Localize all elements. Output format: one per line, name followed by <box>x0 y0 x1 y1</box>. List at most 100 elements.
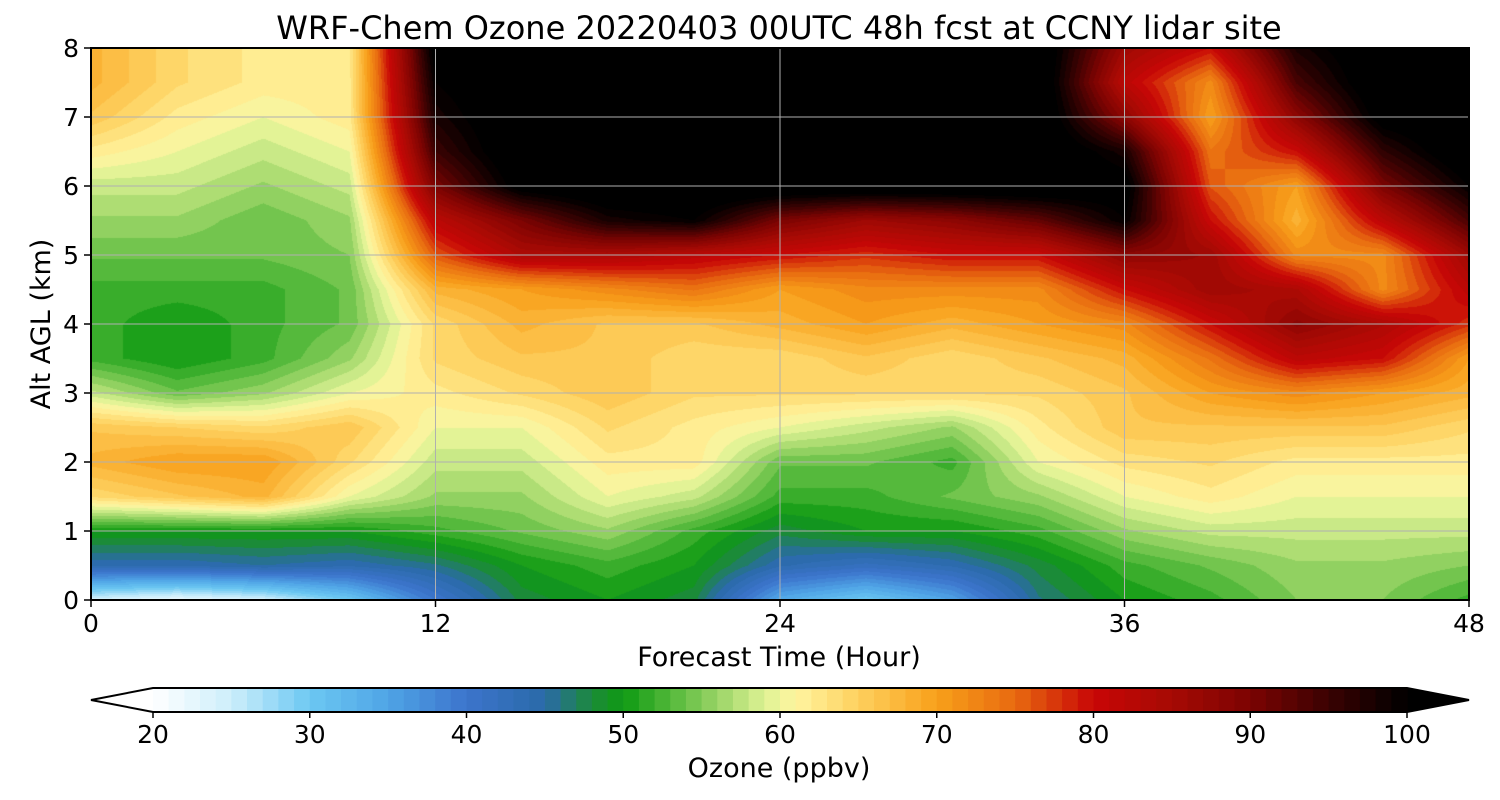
colorbar-segment <box>1391 688 1408 712</box>
colorbar-segment <box>325 688 342 712</box>
colorbar-segment <box>372 688 389 712</box>
colorbar-tick-label: 80 <box>1078 720 1110 749</box>
colorbar-segment <box>1359 688 1377 712</box>
colorbar-segment <box>1234 688 1251 712</box>
colorbar-segment <box>1046 688 1063 712</box>
colorbar-segment <box>1328 688 1345 712</box>
colorbar-segment <box>921 688 938 712</box>
colorbar-segment <box>1124 688 1142 712</box>
colorbar-segment <box>544 688 562 712</box>
colorbar-segment <box>435 688 452 712</box>
colorbar-segment <box>1093 688 1110 712</box>
x-tick-label: 0 <box>83 609 99 638</box>
colorbar-segment <box>607 688 624 712</box>
colorbar-segment <box>278 688 295 712</box>
colorbar-segment <box>1015 688 1032 712</box>
colorbar-tick-label: 20 <box>137 720 169 749</box>
y-tick-label: 4 <box>63 310 79 339</box>
colorbar-segment <box>952 688 969 712</box>
colorbar-max-extension <box>1407 688 1469 712</box>
colorbar-segment <box>670 688 687 712</box>
colorbar-min-extension <box>91 688 153 712</box>
colorbar-segment <box>419 688 436 712</box>
colorbar-segment <box>999 688 1016 712</box>
colorbar-segment <box>842 688 859 712</box>
colorbar-segment <box>560 688 577 712</box>
colorbar-tick-label: 70 <box>921 720 953 749</box>
colorbar-segment <box>231 688 248 712</box>
colorbar-segment <box>1077 688 1095 712</box>
colorbar-segment <box>623 688 640 712</box>
colorbar-segment <box>1203 688 1220 712</box>
colorbar-segment <box>497 688 515 712</box>
colorbar-segment <box>1109 688 1126 712</box>
y-tick-label: 5 <box>63 241 79 270</box>
colorbar-segment <box>1312 688 1330 712</box>
colorbar-segment <box>1281 688 1298 712</box>
colorbar-segment <box>247 688 264 712</box>
colorbar-segment <box>1030 688 1048 712</box>
colorbar-segment <box>905 688 922 712</box>
colorbar-segment <box>874 688 891 712</box>
y-tick-label: 6 <box>63 172 79 201</box>
colorbar-segment <box>968 688 985 712</box>
colorbar-segment <box>168 688 185 712</box>
y-axis-ticks: 0 1 2 3 4 5 6 7 8 <box>63 34 91 615</box>
x-tick-label: 36 <box>1109 609 1141 638</box>
colorbar: 20 30 40 50 60 70 80 90 100 <box>90 687 1470 749</box>
x-tick-label: 24 <box>764 609 796 638</box>
colorbar-segment <box>294 688 311 712</box>
colorbar-segment <box>764 688 781 712</box>
colorbar-tick-label: 40 <box>451 720 483 749</box>
colorbar-segment <box>153 688 170 712</box>
y-tick-label: 1 <box>63 517 79 546</box>
x-tick-label: 48 <box>1453 609 1485 638</box>
colorbar-segment <box>356 688 374 712</box>
colorbar-segment <box>780 688 797 712</box>
colorbar-segment <box>889 688 906 712</box>
colorbar-segment <box>184 688 201 712</box>
colorbar-segment <box>701 688 718 712</box>
colorbar-segment <box>1156 688 1173 712</box>
colorbar-segment <box>341 688 358 712</box>
y-axis-label: Alt AGL (km) <box>26 239 57 410</box>
colorbar-segment <box>576 688 593 712</box>
y-tick-label: 0 <box>63 586 79 615</box>
colorbar-segment <box>1062 688 1079 712</box>
chart-title: WRF-Chem Ozone 20220403 00UTC 48h fcst a… <box>276 9 1281 47</box>
colorbar-segment <box>1297 688 1314 712</box>
colorbar-segment <box>717 688 734 712</box>
colorbar-tick-label: 100 <box>1383 720 1431 749</box>
colorbar-segment <box>983 688 1001 712</box>
y-tick-label: 2 <box>63 448 79 477</box>
y-tick-label: 3 <box>63 379 79 408</box>
colorbar-segment <box>262 688 279 712</box>
colorbar-tick-label: 50 <box>607 720 639 749</box>
colorbar-segment <box>827 688 844 712</box>
colorbar-tick-label: 90 <box>1234 720 1266 749</box>
colorbar-segment <box>1250 688 1267 712</box>
colorbar-segment <box>403 688 421 712</box>
colorbar-segment <box>1344 688 1361 712</box>
colorbar-segment <box>466 688 483 712</box>
x-tick-label: 12 <box>420 609 452 638</box>
colorbar-segment <box>1140 688 1157 712</box>
colorbar-label: Ozone (ppbv) <box>688 753 871 784</box>
colorbar-segment <box>748 688 765 712</box>
colorbar-segment <box>529 688 546 712</box>
colorbar-segment <box>685 688 703 712</box>
colorbar-segment <box>513 688 530 712</box>
y-tick-label: 8 <box>63 34 79 63</box>
colorbar-segment <box>309 688 327 712</box>
colorbar-segment <box>936 688 954 712</box>
colorbar-segment <box>450 688 468 712</box>
colorbar-segment <box>482 688 499 712</box>
x-axis-ticks: 0 12 24 36 48 <box>83 600 1485 638</box>
colorbar-segment <box>638 688 656 712</box>
colorbar-segment <box>654 688 671 712</box>
colorbar-segment <box>1187 688 1204 712</box>
colorbar-segment <box>795 688 812 712</box>
x-axis-label: Forecast Time (Hour) <box>637 642 921 673</box>
